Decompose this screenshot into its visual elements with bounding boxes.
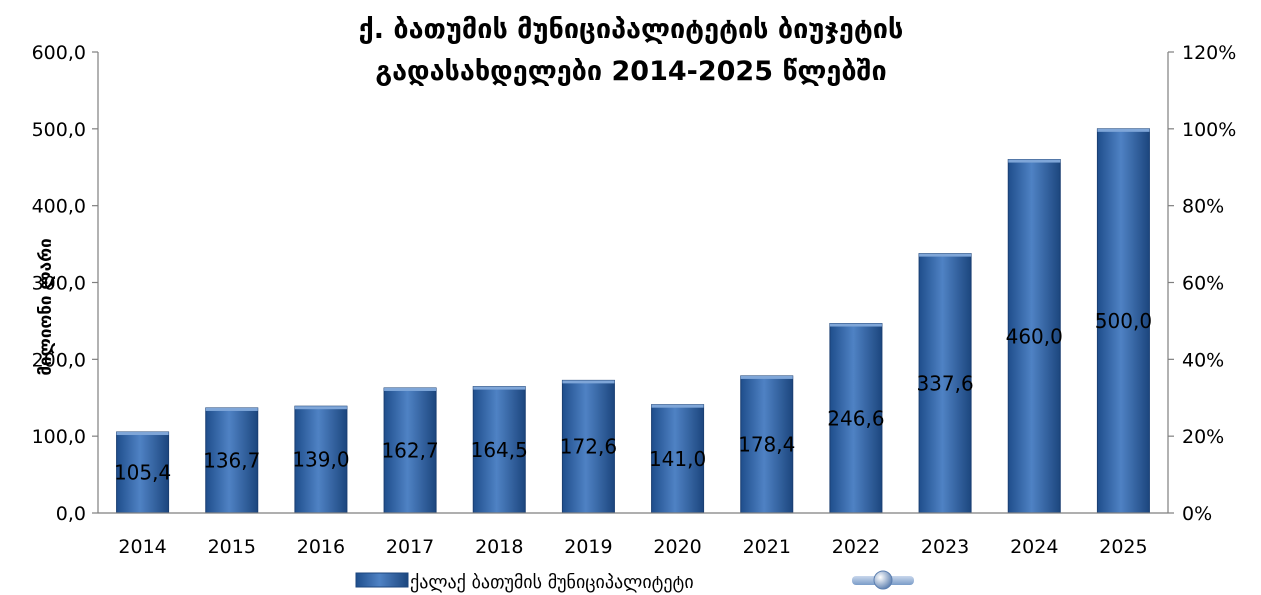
bar-top-highlight	[562, 380, 615, 384]
bar	[651, 404, 705, 514]
x-tick-label: 2017	[386, 536, 434, 558]
bar-data-label: 164,5	[471, 438, 528, 462]
bar-data-label: 246,6	[827, 406, 884, 430]
y-tick-label-left: 600,0	[32, 42, 86, 64]
legend-swatch-bar	[355, 572, 409, 588]
bar-top-highlight	[829, 323, 882, 327]
bar	[740, 375, 794, 514]
bar	[1007, 159, 1061, 514]
bar-data-label: 105,4	[114, 461, 171, 485]
bar-series	[116, 128, 1150, 514]
x-tick-label: 2023	[921, 536, 969, 558]
bar-data-label: 337,6	[916, 371, 973, 395]
y-axis-left: 0,0 100,0 200,0 300,0 400,0 500,0 600,0	[32, 42, 99, 525]
legend-label-series: ქალაქ ბათუმის მუნიციპალიტეტი	[410, 572, 694, 593]
bar	[561, 379, 615, 514]
bar-top-highlight	[651, 404, 704, 408]
legend-marker-icon	[873, 570, 893, 590]
chart-title: ქ. ბათუმის მუნიციპალიტეტის ბიუჯეტის გადა…	[359, 14, 904, 87]
bar-top-highlight	[1008, 159, 1061, 163]
x-axis: 2014 2015 2016 2017 2018 2019 2020 2021 2022 2023…	[98, 512, 1168, 558]
y-tick-label-right: 60%	[1182, 273, 1224, 295]
x-tick-label: 2015	[208, 536, 256, 558]
y-tick-label-left: 500,0	[32, 119, 86, 141]
bar-data-label: 460,0	[1006, 324, 1063, 348]
x-tick-label: 2020	[653, 536, 701, 558]
y-tick-label-left: 400,0	[32, 196, 86, 218]
y-tick-label-left: 100,0	[32, 426, 86, 448]
bar	[1096, 128, 1150, 514]
bar-data-label: 500,0	[1095, 309, 1152, 333]
bar-top-highlight	[1097, 128, 1150, 132]
x-tick-label: 2016	[297, 536, 345, 558]
x-tick-label: 2025	[1099, 536, 1147, 558]
bar-top-highlight	[294, 406, 347, 410]
bar	[918, 253, 972, 514]
y-tick-label-right: 120%	[1182, 42, 1236, 64]
y-tick-label-right: 80%	[1182, 196, 1224, 218]
x-tick-label: 2021	[743, 536, 791, 558]
bar-top-highlight	[473, 386, 526, 390]
bar-data-label: 162,7	[381, 438, 438, 462]
bar-data-label: 136,7	[203, 448, 260, 472]
y-tick-label-right: 40%	[1182, 349, 1224, 371]
bar-top-highlight	[740, 375, 793, 379]
x-tick-label: 2022	[832, 536, 880, 558]
y-tick-label-left: 200,0	[32, 349, 86, 371]
bar-data-label: 139,0	[292, 448, 349, 472]
legend: ქალაქ ბათუმის მუნიციპალიტეტი	[355, 570, 914, 593]
bar-top-highlight	[205, 407, 258, 411]
bar-data-label: 172,6	[560, 435, 617, 459]
bar-data-label: 178,4	[738, 432, 795, 456]
chart-title-line-2: გადასახდელები 2014-2025 წლებში	[375, 56, 886, 87]
y-tick-label-right: 20%	[1182, 426, 1224, 448]
y-axis-right: 0% 20% 40% 60% 80% 100% 120%	[1167, 42, 1236, 525]
bar-data-label: 141,0	[649, 447, 706, 471]
bar-top-highlight	[384, 387, 437, 391]
y-tick-label-right: 100%	[1182, 119, 1236, 141]
y-axis-label: მილიონი ლარი	[36, 238, 56, 375]
y-tick-label-right: 0%	[1182, 503, 1212, 525]
x-tick-label: 2019	[564, 536, 612, 558]
bar-top-highlight	[116, 432, 169, 436]
data-labels: 105,4 136,7 139,0 162,7 164,5 172,6 141,0 178,4…	[114, 309, 1152, 485]
bar	[383, 387, 437, 514]
x-tick-label: 2018	[475, 536, 523, 558]
chart-title-line-1: ქ. ბათუმის მუნიციპალიტეტის ბიუჯეტის	[359, 14, 904, 45]
y-tick-label-left: 0,0	[56, 503, 86, 525]
y-tick-label-left: 300,0	[32, 273, 86, 295]
x-tick-label: 2014	[118, 536, 166, 558]
bar-top-highlight	[919, 253, 972, 257]
x-tick-label: 2024	[1010, 536, 1058, 558]
